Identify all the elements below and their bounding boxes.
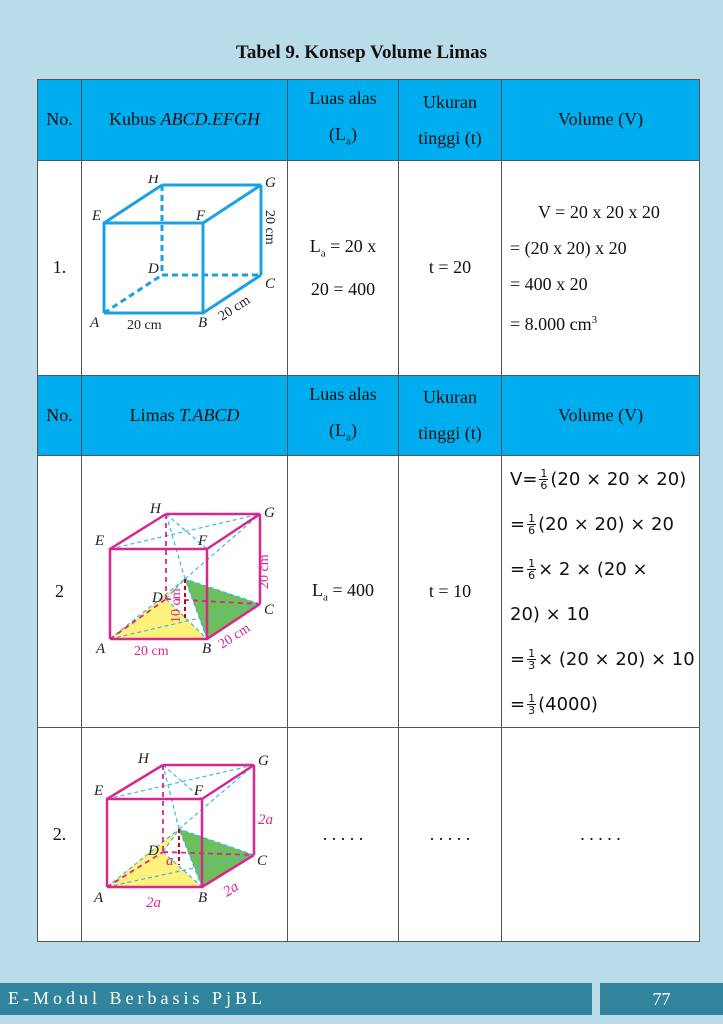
pyr-label-f: F	[197, 533, 208, 549]
footer-text: E-Modul Berbasis PjBL	[8, 988, 266, 1009]
cube-figure: A B C D E F G H 20 cm 20 cm 20 cm	[82, 175, 288, 355]
pyramid-in-cube-figure: A B C D E F G H 20 cm 20 cm 20 cm 10 cm	[82, 499, 288, 679]
pyr-label-c: C	[264, 602, 275, 618]
row1-no: 1.	[38, 160, 82, 375]
row3-volume: . . . . .	[502, 728, 700, 942]
cube-label-ab: 20 cm	[127, 318, 162, 333]
cube-label-cg: 20 cm	[262, 210, 277, 245]
pyr-label-g: G	[264, 505, 275, 521]
header-shape: Kubus ABCD.EFGH	[82, 80, 288, 161]
row1-figure-cell: A B C D E F G H 20 cm 20 cm 20 cm	[82, 160, 288, 375]
header-no: No.	[38, 80, 82, 161]
row1-vol-line-2: = (20 x 20) x 20	[510, 230, 699, 266]
header-luas-alas: Luas alas (La)	[288, 80, 399, 161]
row1-volume: V = 20 x 20 x 20 = (20 x 20) x 20 = 400 …	[502, 160, 700, 375]
var-label-c: C	[257, 853, 268, 869]
cube-label-f: F	[195, 208, 206, 224]
pyr-label-ab: 20 cm	[134, 644, 169, 659]
row3-luas: . . . . .	[288, 728, 399, 942]
table-title: Tabel 9. Konsep Volume Limas	[0, 42, 723, 64]
table-header-row-1: No. Kubus ABCD.EFGH Luas alas (La) Ukuran…	[38, 80, 700, 161]
row2-volume: V= 1 6 (20 × 20 × 20) = 1 6 (20 × 20) × 20 = 1 6…	[502, 456, 700, 728]
cube-label-bc: 20 cm	[216, 293, 253, 324]
row3-figure-cell: A B C D E F G H 2a 2a 2a a	[82, 728, 288, 942]
var-label-ab: 2a	[146, 895, 161, 911]
row1-vol-line-1: V = 20 x 20 x 20	[510, 194, 699, 230]
header-tinggi: Ukuran tinggi (t)	[399, 80, 502, 161]
page-number: 77	[600, 983, 723, 1015]
cube-label-h: H	[147, 175, 160, 187]
row2-vol-line-6: = 1 3 (4000)	[510, 682, 699, 727]
row2-figure-cell: A B C D E F G H 20 cm 20 cm 20 cm 10 cm	[82, 456, 288, 728]
row1-vol-line-3: = 400 x 20	[510, 266, 699, 302]
pyr-label-b: B	[202, 641, 211, 657]
volume-concept-table: No. Kubus ABCD.EFGH Luas alas (La) Ukuran…	[37, 79, 700, 942]
pyr-label-d: D	[151, 590, 163, 606]
table-row-1: 1. A B	[38, 160, 700, 375]
row2-vol-line-4: 20) × 10	[510, 592, 699, 637]
var-label-e: E	[93, 783, 103, 799]
row2-vol-line-3: = 1 6 × 2 × (20 ×	[510, 547, 699, 592]
header2-shape: Limas T.ABCD	[82, 375, 288, 456]
row1-vol-line-4: = 8.000 cm3	[510, 302, 699, 342]
var-label-a: A	[93, 890, 104, 906]
pyramid-variable-figure: A B C D E F G H 2a 2a 2a a	[82, 747, 288, 917]
pyr-label-height: 10 cm	[169, 588, 184, 623]
row3-tinggi: . . . . .	[399, 728, 502, 942]
row2-vol-line-2: = 1 6 (20 × 20) × 20	[510, 502, 699, 547]
header2-luas-alas: Luas alas (La)	[288, 375, 399, 456]
row2-tinggi: t = 10	[399, 456, 502, 728]
var-label-g: G	[258, 753, 269, 769]
header2-tinggi: Ukuran tinggi (t)	[399, 375, 502, 456]
row1-luas: La = 20 x 20 = 400	[288, 160, 399, 375]
header-volume: Volume (V)	[502, 80, 700, 161]
pyr-label-cg: 20 cm	[257, 554, 272, 589]
row2-luas: La = 400	[288, 456, 399, 728]
row2-no: 2	[38, 456, 82, 728]
var-label-f: F	[193, 783, 204, 799]
header2-volume: Volume (V)	[502, 375, 700, 456]
pyr-label-a: A	[95, 641, 106, 657]
cube-label-e: E	[91, 208, 101, 224]
pyr-label-h: H	[149, 501, 162, 517]
var-label-height: a	[166, 853, 174, 869]
var-label-d: D	[147, 843, 159, 859]
var-label-cg: 2a	[258, 812, 273, 828]
cube-label-d: D	[147, 261, 159, 277]
table-header-row-2: No. Limas T.ABCD Luas alas (La) Ukuran tin…	[38, 375, 700, 456]
row2-vol-line-1: V= 1 6 (20 × 20 × 20)	[510, 457, 699, 502]
var-label-b: B	[198, 890, 207, 906]
row2-vol-line-5: = 1 3 × (20 × 20) × 10	[510, 637, 699, 682]
row3-no: 2.	[38, 728, 82, 942]
var-label-bc: 2a	[220, 879, 241, 901]
cube-label-g: G	[265, 175, 276, 191]
table-row-3: 2.	[38, 728, 700, 942]
pyr-label-e: E	[94, 533, 104, 549]
cube-label-a: A	[89, 315, 100, 331]
var-label-h: H	[137, 751, 150, 767]
header2-no: No.	[38, 375, 82, 456]
cube-label-c: C	[265, 276, 276, 292]
cube-label-b: B	[198, 315, 207, 331]
row1-tinggi: t = 20	[399, 160, 502, 375]
table-row-2: 2	[38, 456, 700, 728]
